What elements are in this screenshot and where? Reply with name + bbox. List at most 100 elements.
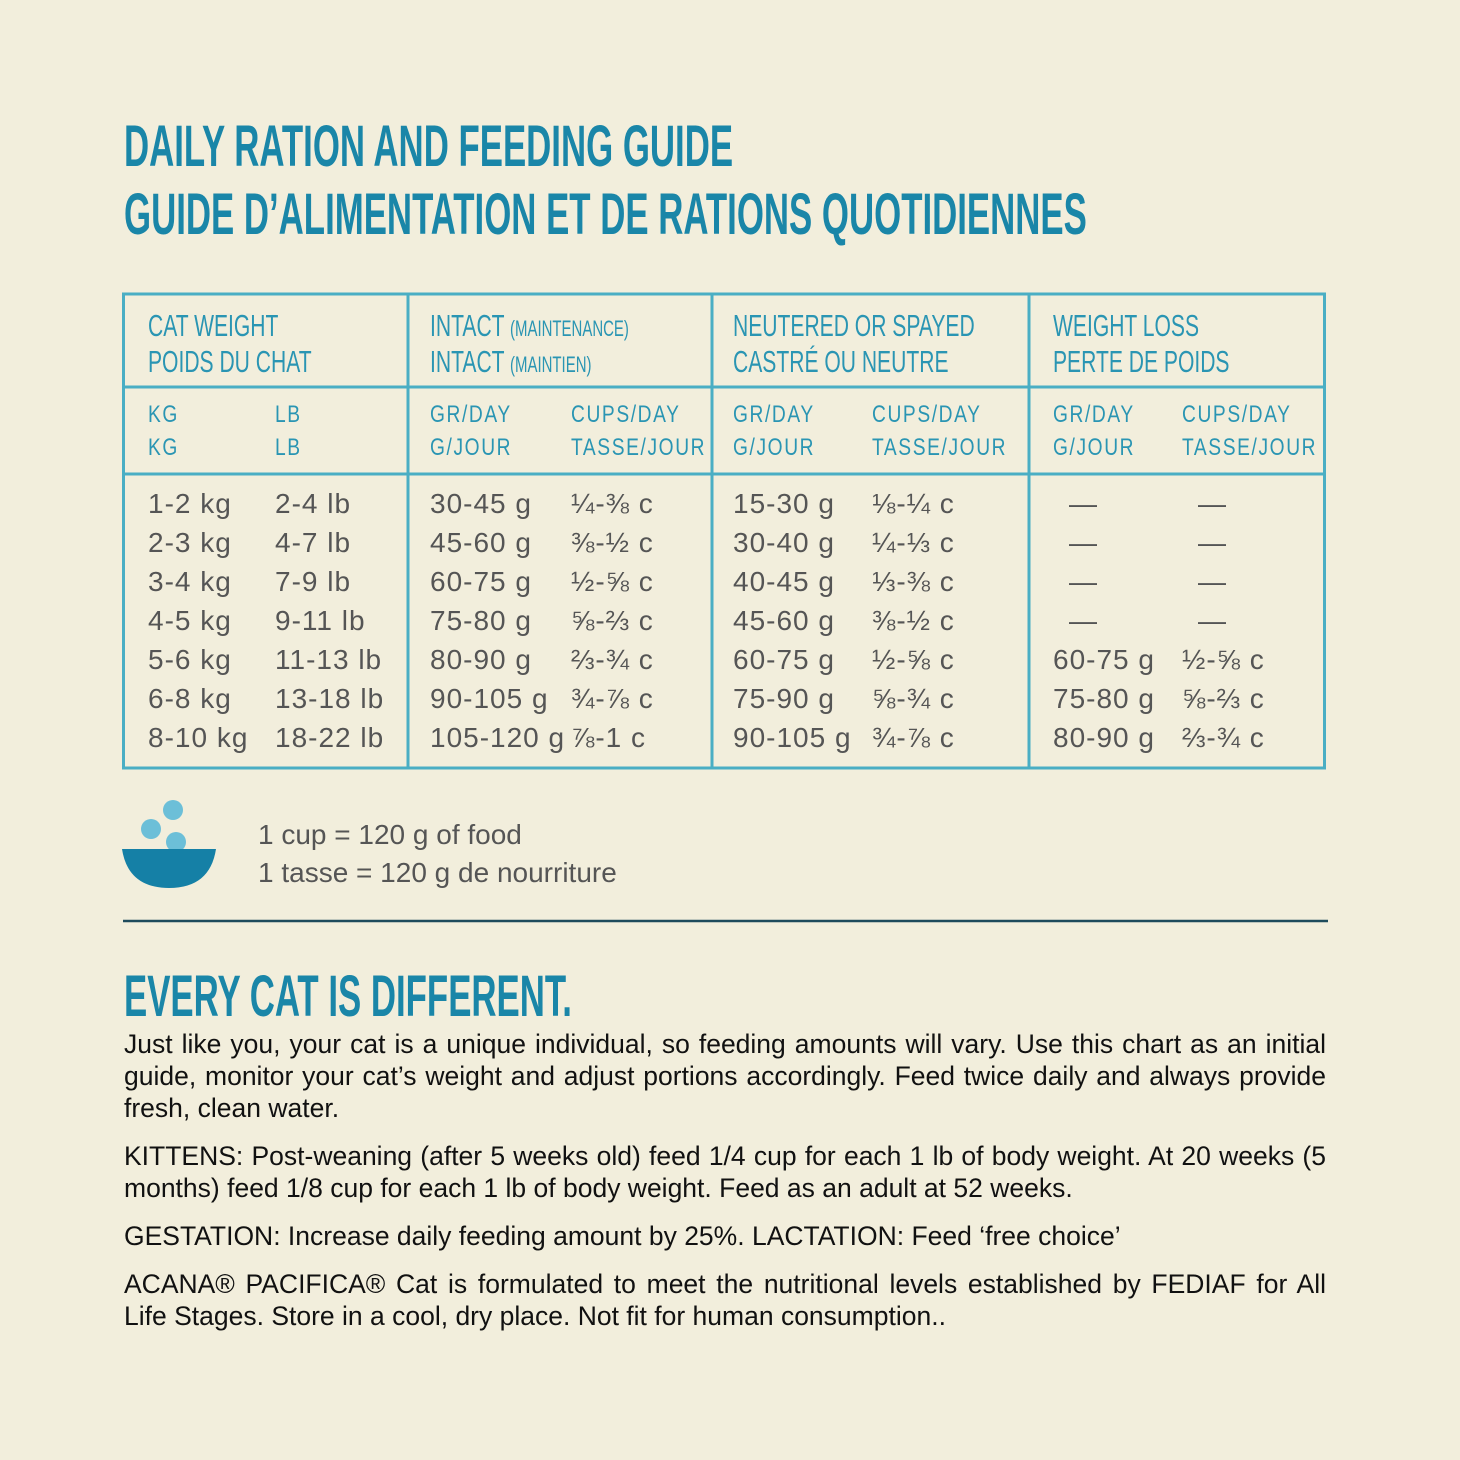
- column-header: KG: [148, 434, 179, 461]
- table-cell: —: [1069, 566, 1098, 597]
- table-cell: ⅝-⅔ c: [1182, 683, 1265, 714]
- group-header-text: NEUTERED OR SPAYED: [733, 308, 975, 343]
- table-cell: ⅞-1 c: [571, 722, 647, 753]
- table-cell: ½-⅝ c: [571, 566, 654, 597]
- table-cell: —: [1069, 488, 1098, 519]
- column-header: KG: [148, 401, 179, 428]
- group-header: WEIGHT LOSS: [1053, 308, 1199, 344]
- table-cell: 8-10 kg: [148, 722, 249, 753]
- bowl-icon: [122, 800, 216, 888]
- group-header-note: (MAINTIEN): [510, 352, 592, 377]
- group-header-text: WEIGHT LOSS: [1053, 308, 1200, 343]
- table-cell: 60-75 g: [430, 566, 532, 597]
- table-cell: —: [1069, 605, 1098, 636]
- table-cell: —: [1069, 527, 1098, 558]
- section-heading: EVERY CAT IS DIFFERENT.: [124, 964, 572, 1029]
- table-cell: ¼-⅓ c: [872, 527, 955, 558]
- column-header: GR/DAY: [1053, 401, 1135, 428]
- table-cell: ⅜-½ c: [571, 527, 654, 558]
- table-cell: ⅜-½ c: [872, 605, 955, 636]
- group-header: PERTE DE POIDS: [1053, 344, 1230, 380]
- table-cell: 11-13 lb: [275, 644, 383, 675]
- table-cell: 15-30 g: [733, 488, 835, 519]
- paragraph: GESTATION: Increase daily feeding amount…: [124, 1221, 1121, 1251]
- table-cell: ½-⅝ c: [1182, 644, 1265, 675]
- table-cell: 90-105 g: [733, 722, 852, 753]
- table-cell: —: [1198, 566, 1227, 597]
- group-header-text: CASTRÉ OU NEUTRE: [733, 344, 949, 379]
- table-cell: ⅔-¾ c: [1182, 722, 1265, 753]
- table-cell: 13-18 lb: [275, 683, 385, 714]
- table-cell: 4-7 lb: [275, 527, 352, 558]
- group-header: INTACT (MAINTIEN): [430, 344, 591, 383]
- group-header-text: INTACT: [430, 308, 505, 343]
- table-cell: 105-120 g: [430, 722, 566, 753]
- column-header: G/JOUR: [430, 434, 513, 461]
- paragraph: KITTENS: Post-weaning (after 5 weeks old…: [124, 1141, 1326, 1203]
- table-cell: ¼-⅜ c: [571, 488, 654, 519]
- group-header-note: (MAINTENANCE): [510, 316, 629, 341]
- column-header: LB: [275, 434, 302, 461]
- note-en: 1 cup = 120 g of food: [258, 819, 522, 850]
- column-header: TASSE/JOUR: [872, 434, 1008, 461]
- table-cell: 9-11 lb: [275, 605, 366, 636]
- title-en: DAILY RATION AND FEEDING GUIDE: [124, 114, 734, 179]
- column-header: CUPS/DAY: [872, 401, 982, 428]
- column-header: TASSE/JOUR: [1182, 434, 1318, 461]
- group-header-text: PERTE DE POIDS: [1053, 344, 1230, 379]
- table-cell: 7-9 lb: [275, 566, 352, 597]
- table-cell: ⅝-¾ c: [872, 683, 955, 714]
- paragraph: Just like you, your cat is a unique indi…: [124, 1029, 1326, 1123]
- table-cell: —: [1198, 605, 1227, 636]
- table-cell: 60-75 g: [1053, 644, 1155, 675]
- table-cell: —: [1198, 488, 1227, 519]
- column-header: GR/DAY: [430, 401, 512, 428]
- table-cell: 18-22 lb: [275, 722, 385, 753]
- group-header: CAT WEIGHT: [148, 308, 278, 344]
- group-header-text: INTACT: [430, 344, 505, 379]
- table-cell: ⅔-¾ c: [571, 644, 654, 675]
- table-cell: 1-2 kg: [148, 488, 232, 519]
- column-header: CUPS/DAY: [571, 401, 681, 428]
- table-cell: ⅝-⅔ c: [571, 605, 654, 636]
- table-cell: 2-4 lb: [275, 488, 352, 519]
- table-cell: 30-40 g: [733, 527, 835, 558]
- table-cell: 80-90 g: [430, 644, 532, 675]
- table-cell: 40-45 g: [733, 566, 835, 597]
- table-cell: 80-90 g: [1053, 722, 1155, 753]
- column-header: G/JOUR: [733, 434, 816, 461]
- table-cell: 30-45 g: [430, 488, 532, 519]
- paragraph: ACANA® PACIFICA® Cat is formulated to me…: [124, 1269, 1326, 1331]
- note-fr: 1 tasse = 120 g de nourriture: [258, 857, 617, 888]
- table-cell: ¾-⅞ c: [872, 722, 955, 753]
- table-cell: ¾-⅞ c: [571, 683, 654, 714]
- table-cell: ½-⅝ c: [872, 644, 955, 675]
- table-cell: 5-6 kg: [148, 644, 232, 675]
- table-cell: 45-60 g: [430, 527, 532, 558]
- group-header-text: POIDS DU CHAT: [148, 344, 312, 379]
- table-cell: 75-90 g: [733, 683, 835, 714]
- table-cell: 75-80 g: [1053, 683, 1155, 714]
- title-fr: GUIDE D’ALIMENTATION ET DE RATIONS QUOTI…: [124, 182, 1087, 247]
- group-header: POIDS DU CHAT: [148, 344, 312, 380]
- column-header: CUPS/DAY: [1182, 401, 1292, 428]
- table-cell: 2-3 kg: [148, 527, 232, 558]
- group-header: INTACT (MAINTENANCE): [430, 308, 629, 347]
- table-cell: 90-105 g: [430, 683, 549, 714]
- column-header: TASSE/JOUR: [571, 434, 707, 461]
- table-cell: 75-80 g: [430, 605, 532, 636]
- table-cell: 4-5 kg: [148, 605, 232, 636]
- table-cell: 45-60 g: [733, 605, 835, 636]
- table-cell: ⅓-⅜ c: [872, 566, 955, 597]
- column-header: LB: [275, 401, 302, 428]
- table-cell: 3-4 kg: [148, 566, 232, 597]
- column-header: GR/DAY: [733, 401, 815, 428]
- table-cell: —: [1198, 527, 1227, 558]
- table-cell: ⅛-¼ c: [872, 488, 955, 519]
- group-header: CASTRÉ OU NEUTRE: [733, 344, 949, 380]
- group-header: NEUTERED OR SPAYED: [733, 308, 975, 344]
- table-cell: 6-8 kg: [148, 683, 232, 714]
- group-header-text: CAT WEIGHT: [148, 308, 279, 343]
